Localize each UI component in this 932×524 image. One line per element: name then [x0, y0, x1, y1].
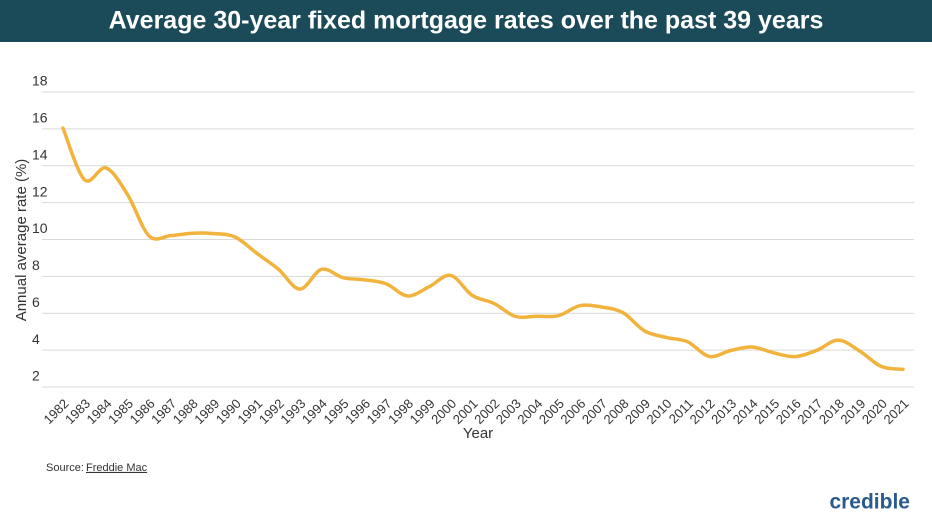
y-tick-label: 8 — [32, 257, 40, 273]
y-tick-label: 14 — [32, 146, 48, 162]
y-tick-label: 2 — [32, 368, 40, 384]
chart-title: Average 30-year fixed mortgage rates ove… — [109, 7, 824, 35]
y-tick-label: 4 — [32, 331, 40, 347]
x-axis-label: Year — [463, 425, 493, 442]
x-tick-label: 2021 — [880, 396, 911, 427]
y-tick-label: 6 — [32, 294, 40, 310]
y-tick-label: 12 — [32, 183, 48, 199]
y-tick-label: 18 — [32, 73, 48, 89]
brand-logo: credible — [829, 491, 910, 514]
y-tick-label: 10 — [32, 220, 48, 236]
data-line — [61, 126, 905, 372]
y-axis-label: Annual average rate (%) — [13, 159, 30, 322]
source-label: Source: — [46, 462, 84, 474]
title-bar — [0, 0, 932, 42]
source-link[interactable]: Freddie Mac — [86, 462, 148, 474]
y-tick-label: 16 — [32, 110, 48, 126]
